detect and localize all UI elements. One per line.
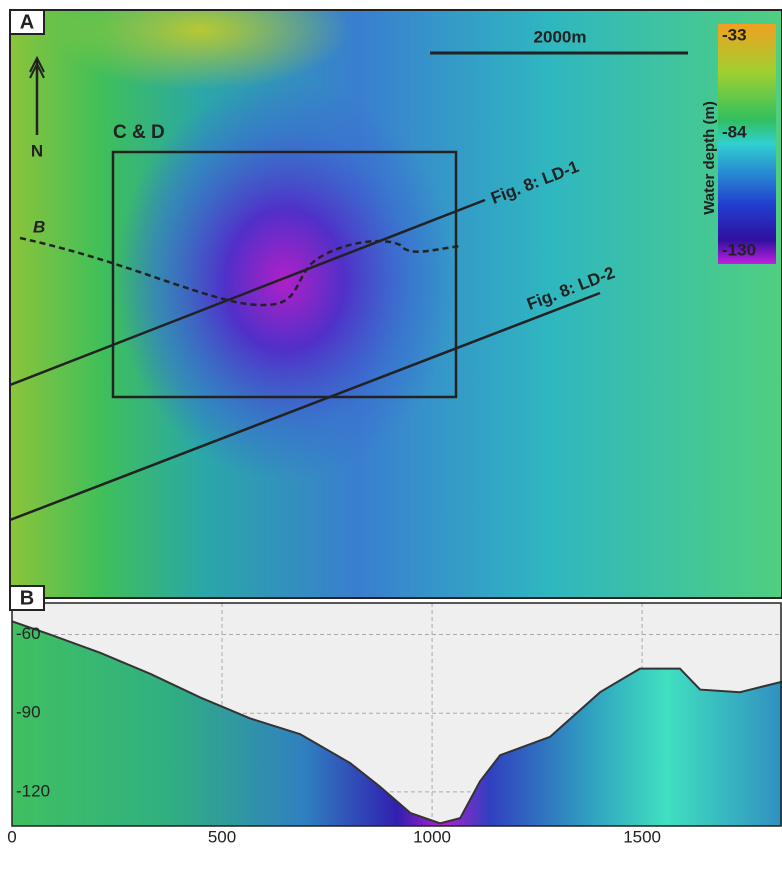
scale-label: 2000m [534, 27, 587, 46]
y-tick-label: -90 [16, 703, 41, 722]
x-tick-label: 500 [208, 827, 236, 846]
colorbar-label: -130 [722, 240, 756, 259]
y-tick-label: -60 [16, 624, 41, 643]
x-tick-label: 1500 [623, 827, 661, 846]
x-tick-label: 1000 [413, 827, 451, 846]
north-label: N [31, 141, 43, 160]
y-tick-label: -120 [16, 781, 50, 800]
figure: A 2000m N C & D B Fig. 8: LD-1 Fig. 8: L… [0, 0, 782, 866]
colorbar-label: -84 [722, 122, 747, 141]
profile-chart: -60 -90 -120 [12, 603, 782, 826]
colorbar [718, 24, 776, 264]
box-label: C & D [113, 122, 165, 143]
page: {"map": {"panel_label": "A", "scale_bar"… [0, 0, 782, 871]
map [10, 0, 782, 598]
x-tick-label: 0 [7, 827, 16, 846]
colorbar-label: -33 [722, 25, 747, 44]
panel-label: A [20, 11, 34, 33]
panel-label: B [20, 587, 34, 609]
profile-label: B [33, 217, 45, 236]
colorbar-title: Water depth (m) [701, 101, 718, 215]
